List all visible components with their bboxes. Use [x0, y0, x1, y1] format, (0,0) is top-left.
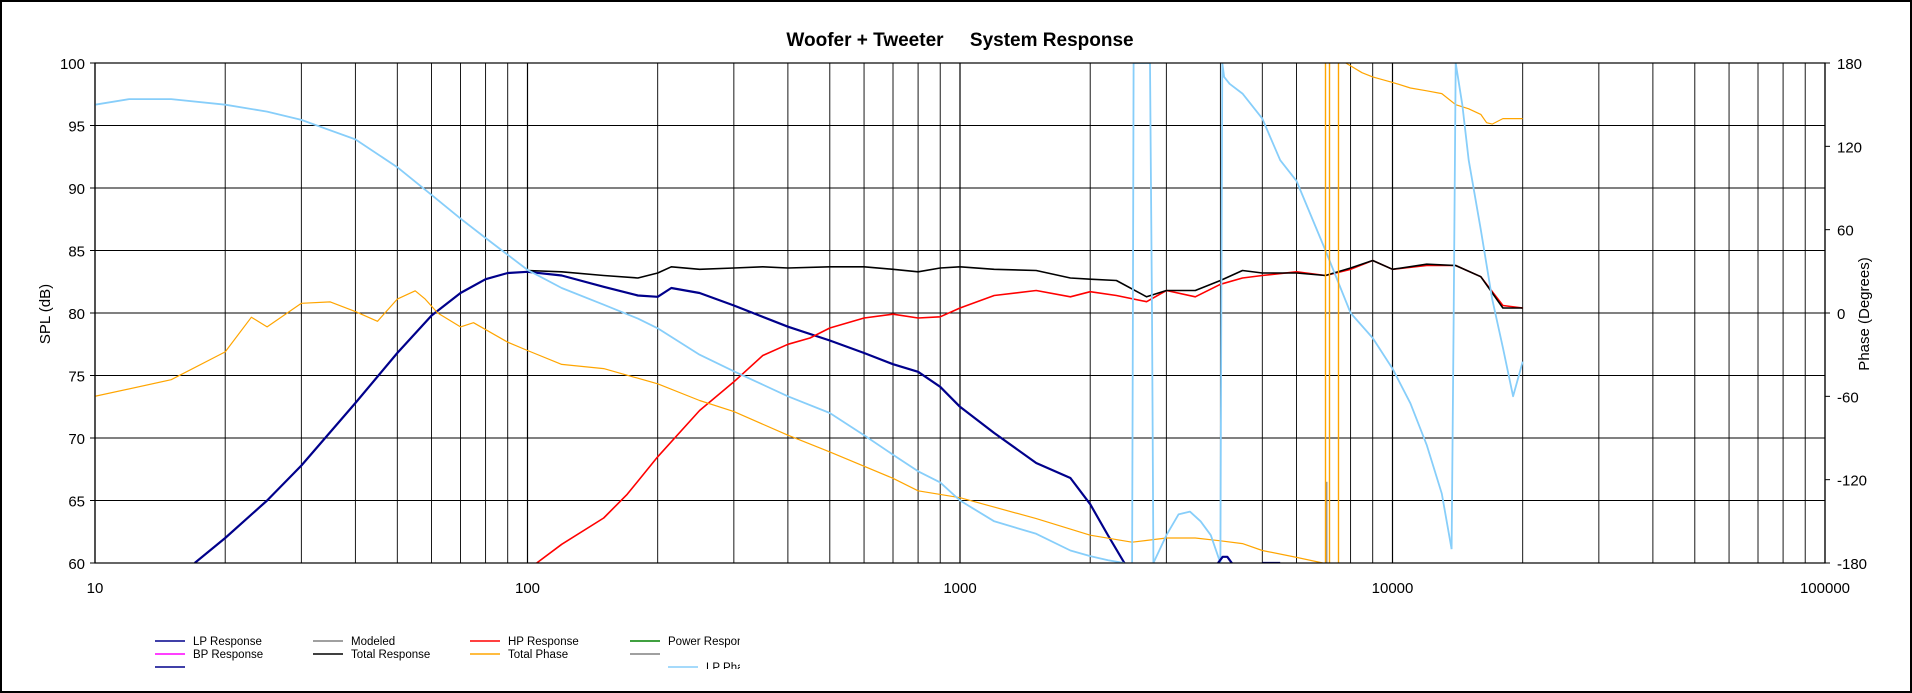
legend-label: Total Response — [351, 649, 430, 661]
series-lp-response-b — [1217, 555, 1233, 563]
series-total-phase — [95, 290, 1323, 563]
plot-area — [95, 63, 1524, 563]
y-tick-label: 90 — [68, 181, 85, 198]
x-tick-label: 10000 — [1372, 580, 1414, 597]
series-lp-phase-c — [1152, 510, 1222, 563]
y-tick-label: 80 — [68, 306, 85, 323]
x-tick-label: 100000 — [1800, 580, 1850, 597]
y2-axis-label: Phase (Degrees) — [1856, 257, 1873, 370]
y-tick-label: 65 — [68, 494, 85, 511]
y-axis-label: SPL (dB) — [37, 284, 54, 344]
x-tick-label: 1000 — [943, 580, 976, 597]
legend-label: BP Response — [193, 649, 263, 661]
x-tick-label: 100 — [515, 580, 540, 597]
legend: LP Response Modeled HP Response Power Respo… — [155, 636, 756, 674]
y-tick-label: 75 — [68, 369, 85, 386]
y2-tick-label: 0 — [1837, 306, 1845, 323]
legend-label: Total Phase — [508, 649, 568, 661]
y-tick-label: 85 — [68, 244, 85, 261]
series-total-response — [527, 259, 1523, 309]
y2-tick-label: 180 — [1837, 56, 1862, 73]
axes: 60 65 70 75 80 85 90 95 100 -180 -120 -60 0 60 120 180 1… — [60, 56, 1867, 597]
y2-tick-label: -60 — [1837, 389, 1859, 406]
series-lp-response — [194, 270, 1126, 563]
series-lp-phase-e — [1450, 63, 1524, 550]
series-lp-phase-b — [1131, 63, 1155, 563]
legend-label: HP Response — [508, 636, 579, 648]
legend-label: LP Response — [193, 636, 262, 648]
chart-title: Woofer + Tweeter System Response — [786, 30, 1133, 51]
y-tick-label: 60 — [68, 556, 85, 573]
y-tick-label: 70 — [68, 431, 85, 448]
y-tick-label: 95 — [68, 119, 85, 136]
series-lp-phase-d — [1219, 63, 1453, 563]
y2-tick-label: 60 — [1837, 223, 1854, 240]
y2-tick-label: 120 — [1837, 139, 1862, 156]
x-tick-label: 10 — [87, 580, 104, 597]
legend-label: Modeled — [351, 636, 395, 648]
y2-tick-label: -180 — [1837, 556, 1867, 573]
y-tick-label: 100 — [60, 56, 85, 73]
y2-tick-label: -120 — [1837, 473, 1867, 490]
series-lp-phase — [95, 98, 1125, 563]
legend-label: LP Phase — [706, 662, 756, 674]
legend-label: Power Response — [668, 636, 756, 648]
